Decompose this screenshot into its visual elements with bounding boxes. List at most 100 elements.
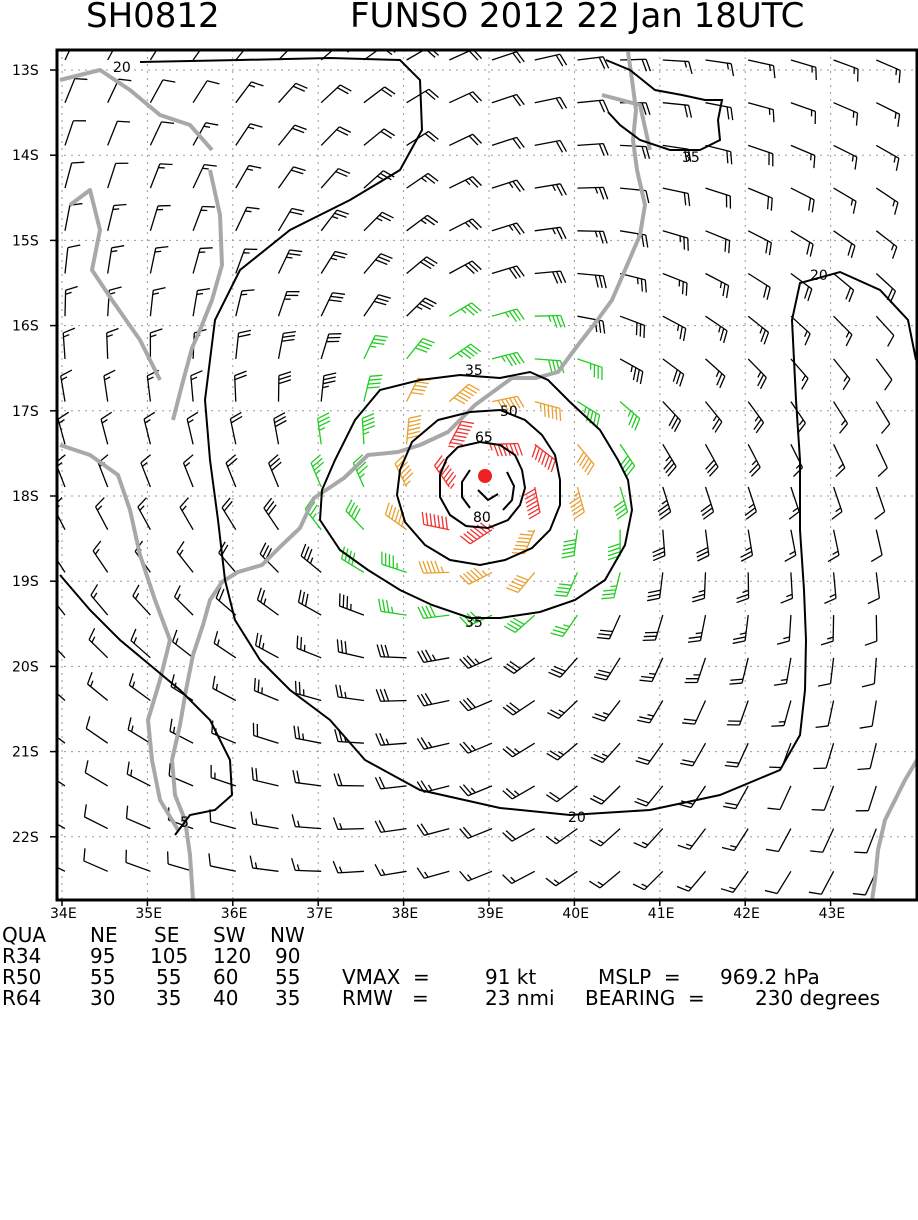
barb-feather [88, 672, 92, 684]
lon-label: 37E [306, 906, 333, 922]
contour-35-ne [606, 60, 722, 150]
barb-feather [635, 419, 640, 431]
barb-feather [282, 340, 295, 342]
wind-barb [449, 384, 479, 404]
barb-feather [542, 453, 546, 465]
barb-feather [127, 806, 128, 819]
barb-feather [599, 320, 601, 333]
lat-label: 21S [12, 745, 39, 761]
barb-feather [608, 544, 620, 548]
barb-feather [810, 851, 823, 852]
barb-staff [65, 121, 73, 146]
barb-feather [242, 290, 255, 291]
barb-half-feather [598, 840, 603, 843]
wind-barb [549, 658, 578, 677]
wind-barb [337, 639, 364, 657]
wind-barb [597, 615, 620, 639]
barb-half-feather [140, 506, 144, 511]
bearing-value: 230 degrees [755, 988, 880, 1009]
wind-barb [279, 125, 307, 145]
barb-half-feather [402, 520, 404, 526]
barb-half-feather [896, 69, 897, 75]
wind-barb [791, 145, 815, 168]
barb-feather [163, 80, 175, 82]
wind-barb [547, 701, 577, 719]
barb-feather [380, 689, 384, 701]
rmw-label: RMW = [342, 988, 429, 1009]
wind-barb [685, 658, 706, 683]
contour-80-b [503, 472, 514, 510]
barb-feather [646, 59, 650, 71]
wind-barb [774, 658, 791, 685]
barb-half-feather [51, 593, 54, 598]
barb-feather [363, 422, 375, 427]
wind-barb [292, 814, 321, 828]
lon-label: 39E [477, 906, 504, 922]
lat-label: 18S [12, 489, 39, 505]
barb-feather [58, 412, 69, 419]
wind-barb [834, 359, 850, 390]
barb-feather [517, 575, 529, 580]
barb-feather [723, 806, 735, 808]
stat-cell: 90 [275, 946, 300, 967]
wind-barb [663, 60, 692, 74]
lat-label: 16S [12, 319, 39, 335]
barb-half-feather [595, 231, 597, 237]
barb-feather [684, 193, 685, 206]
wind-barb [364, 212, 394, 230]
barb-feather [645, 280, 646, 293]
barb-feather [426, 513, 428, 526]
wind-barb [577, 57, 608, 69]
contour-label-group: 20 35 20 35 50 65 80 35 20 5 [113, 60, 828, 831]
wind-barb [364, 295, 391, 316]
wind-barb [633, 871, 663, 889]
barb-staff [364, 45, 385, 60]
wind-barb [407, 215, 438, 231]
wind-barb [318, 413, 330, 444]
wind-barb [65, 204, 82, 231]
barb-feather [156, 247, 169, 248]
barb-feather [379, 295, 391, 298]
barb-half-feather [363, 432, 369, 434]
lon-label: 42E [733, 906, 760, 922]
wind-barb [577, 444, 594, 475]
barb-staff [42, 816, 65, 829]
barb-feather [452, 439, 464, 441]
stat-cell: SW [213, 925, 245, 946]
wind-barb [766, 829, 791, 852]
barb-half-feather [642, 884, 648, 887]
barb-feather [562, 555, 574, 557]
barb-feather [261, 590, 265, 602]
wind-barb [297, 636, 321, 658]
barb-feather [430, 514, 432, 527]
wind-barb [279, 372, 291, 402]
wind-barb [376, 733, 407, 745]
barb-half-feather [836, 508, 841, 512]
barb-feather [377, 645, 380, 657]
barb-feather [637, 370, 639, 382]
wind-barb [562, 530, 578, 558]
barb-feather [384, 689, 388, 701]
wind-barb [65, 79, 87, 103]
barb-feather [375, 335, 388, 337]
barb-half-feather [177, 594, 180, 600]
barb-feather [84, 804, 86, 817]
wind-barb [460, 871, 492, 881]
barb-feather [518, 444, 522, 456]
barb-feather [415, 385, 428, 387]
wind-barb [364, 254, 393, 274]
barb-feather [329, 300, 342, 302]
barb-feather [840, 424, 848, 434]
stat-cell: 120 [213, 946, 251, 967]
wind-barb [748, 316, 768, 344]
barb-feather [514, 579, 526, 584]
wind-barb [58, 412, 69, 444]
barb-feather [684, 719, 697, 720]
wind-barb [173, 630, 193, 658]
wind-barb [193, 248, 213, 274]
barb-feather [860, 726, 872, 728]
barb-feather [72, 162, 85, 163]
stat-cell: R64 [2, 988, 41, 1009]
barb-feather [563, 544, 575, 546]
barb-half-feather [755, 416, 759, 421]
